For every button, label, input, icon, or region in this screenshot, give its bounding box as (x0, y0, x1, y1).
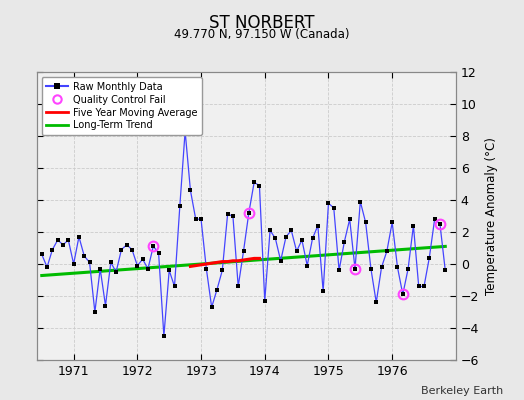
Legend: Raw Monthly Data, Quality Control Fail, Five Year Moving Average, Long-Term Tren: Raw Monthly Data, Quality Control Fail, … (41, 77, 202, 135)
Text: 49.770 N, 97.150 W (Canada): 49.770 N, 97.150 W (Canada) (174, 28, 350, 41)
Y-axis label: Temperature Anomaly (°C): Temperature Anomaly (°C) (485, 137, 498, 295)
Text: Berkeley Earth: Berkeley Earth (421, 386, 503, 396)
Text: ST NORBERT: ST NORBERT (209, 14, 315, 32)
